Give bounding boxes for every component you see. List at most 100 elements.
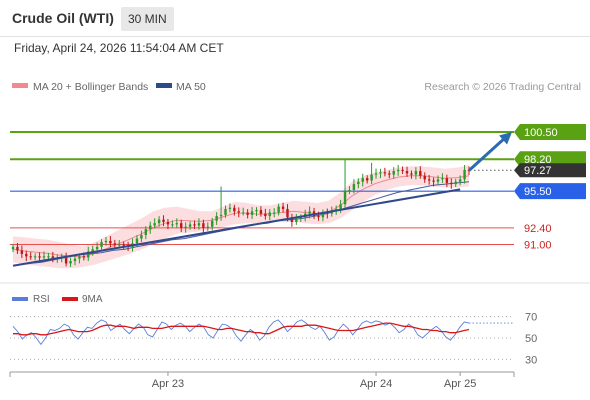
candle-body (184, 226, 187, 228)
bollinger-band-fill (13, 165, 469, 269)
x-tick-label: Apr 25 (444, 378, 476, 390)
candle-body (118, 244, 121, 246)
candle-body (295, 218, 298, 222)
rsi-legend-swatch (12, 297, 28, 301)
rsi-legend: RSI 9MA (12, 294, 103, 305)
legend-row: MA 20 + Bollinger Bands MA 50 Research ©… (12, 81, 581, 93)
header: Crude Oil (WTI) 30 MIN (0, 0, 590, 37)
candle-body (193, 224, 196, 226)
candle-body (414, 171, 418, 175)
candle-body (78, 256, 81, 259)
level-label-100-50: 100.50 (524, 127, 558, 139)
candle-body (365, 178, 369, 181)
projection-arrow-head (499, 131, 512, 145)
candle-body (423, 175, 426, 180)
candle-body (135, 238, 139, 244)
ma9-legend-swatch (62, 297, 78, 301)
candle-body (410, 173, 413, 175)
candle-body (202, 223, 205, 228)
rsi-tick-30: 30 (525, 354, 537, 366)
candle-body (352, 184, 356, 190)
candle-body (38, 256, 41, 258)
candle-body (162, 219, 165, 222)
candle-body (388, 173, 391, 175)
candle-body (361, 178, 364, 182)
candle-body (215, 216, 218, 221)
candle-body (104, 240, 108, 243)
candle-body (237, 211, 241, 213)
candle-body (450, 182, 453, 185)
candle-body (348, 190, 351, 192)
candle-body (211, 220, 214, 227)
trendline-group (12, 131, 512, 267)
candle-body (259, 210, 263, 214)
current-price-label: 97.27 (524, 165, 552, 177)
bollinger-legend-label: MA 20 + Bollinger Bands (33, 81, 148, 93)
candle-body (321, 212, 325, 218)
instrument-title: Crude Oil (WTI) (12, 10, 114, 26)
x-tick-label: Apr 23 (152, 378, 184, 390)
candle-body (272, 212, 276, 214)
level-label-98-20: 98.20 (524, 154, 552, 166)
candle-body (20, 250, 24, 254)
candle-body (25, 253, 28, 257)
rsi-panel: 70 50 30 (10, 312, 537, 366)
candle-body (405, 171, 409, 174)
candle-body (122, 244, 125, 246)
candle-body (16, 246, 19, 251)
candle-body (180, 223, 183, 228)
candle-body (87, 251, 90, 258)
candle-body (113, 243, 117, 245)
timeframe-badge[interactable]: 30 MIN (121, 7, 174, 31)
x-tick-label: Apr 24 (360, 378, 392, 390)
candle-body (379, 172, 382, 174)
candle-body (458, 179, 462, 182)
candle-body (100, 242, 103, 247)
candle-body (233, 207, 236, 212)
candle-body (140, 235, 143, 239)
candle-body (250, 211, 254, 215)
candle-body (82, 256, 86, 258)
candle-body (91, 249, 94, 252)
candle-body (47, 256, 50, 258)
candle-body (42, 256, 46, 258)
candle-body (228, 207, 232, 209)
level-label-92-40: 92.40 (524, 223, 552, 235)
candle-body (109, 240, 112, 244)
ma50-legend-swatch (156, 83, 172, 88)
candle-body (149, 225, 152, 230)
candle-body (175, 223, 179, 225)
candle-body (419, 171, 422, 176)
candle-body (441, 178, 444, 180)
datetime-label: Friday, April 24, 2026 11:54:04 AM CET (14, 41, 224, 55)
candle-body (317, 216, 320, 218)
candle-body (33, 256, 37, 258)
x-axis: Apr 23 Apr 24 Apr 25 (9, 371, 515, 390)
candle-body (339, 204, 342, 209)
candle-body (153, 223, 156, 226)
price-levels (10, 130, 514, 245)
candle-body (277, 206, 280, 213)
rsi-tick-50: 50 (525, 333, 537, 345)
ma9-legend-label: 9MA (82, 294, 103, 305)
candle-body (64, 257, 68, 264)
candle-body (144, 229, 148, 235)
candle-body (11, 246, 15, 250)
candle-body (290, 217, 294, 222)
candle-body (308, 211, 311, 214)
level-label-100-50-box (514, 123, 586, 140)
candle-body (383, 172, 387, 174)
ma50-legend-label: MA 50 (176, 81, 206, 93)
candle-body (188, 224, 192, 227)
support-trendline (12, 188, 461, 267)
candle-body (246, 212, 249, 215)
credit-label: Research © 2026 Trading Central (424, 81, 581, 93)
candle-body (197, 223, 201, 226)
current-price-box (514, 163, 586, 178)
rsi-ma9-line (13, 322, 470, 336)
rsi-legend-label: RSI (33, 294, 50, 305)
candle-body (392, 171, 395, 175)
level-label-91-00: 91.00 (524, 239, 552, 251)
candle-body (241, 212, 245, 214)
